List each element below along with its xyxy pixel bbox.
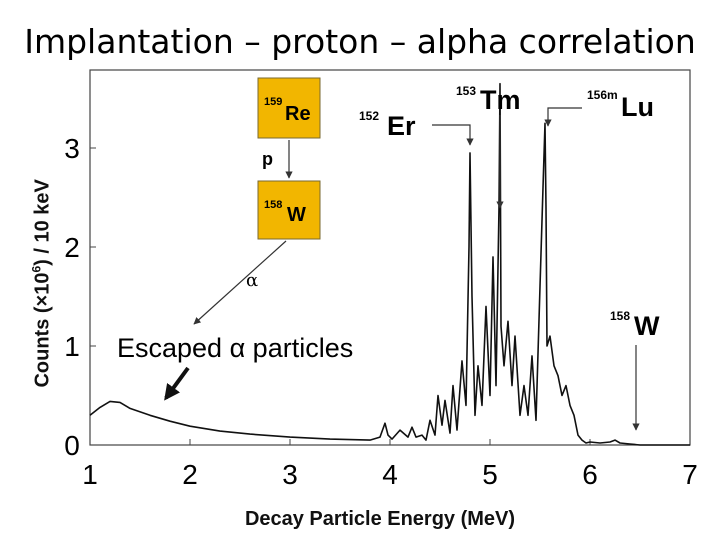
spectrum-line: [89, 82, 690, 446]
alpha-label: α: [246, 270, 258, 291]
w158-symbol: W: [287, 204, 306, 226]
y-tick-label: 2: [64, 232, 80, 263]
x-tick-label: 4: [382, 459, 398, 490]
tm153-symbol: Tm: [480, 85, 521, 115]
x-tick-label: 6: [582, 459, 598, 490]
lu156m-mass: 156m: [587, 88, 618, 102]
x-axis-label: Decay Particle Energy (MeV): [244, 508, 516, 530]
lu156m-arrow: [544, 107, 582, 127]
x-tick-label: 5: [482, 459, 498, 490]
er152-mass: 152: [359, 109, 379, 123]
escaped-alpha-arrow: [164, 366, 190, 401]
er152-symbol: Er: [387, 111, 416, 141]
x-tick-label: 2: [182, 459, 198, 490]
x-tick-label: 1: [82, 459, 98, 490]
escaped-alpha-label: Escaped α particles: [117, 333, 353, 363]
w158-box: [257, 180, 321, 240]
er152-arrow: [432, 124, 474, 146]
x-tick-label: 7: [682, 459, 698, 490]
y-tick-label: 3: [64, 133, 80, 164]
re159-symbol: Re: [285, 103, 311, 125]
proton-label: p: [262, 149, 273, 169]
w158-alpha-mass: 158: [610, 309, 630, 323]
lu156m-symbol: Lu: [621, 92, 654, 122]
slide-title: Implantation – proton – alpha correlatio…: [24, 22, 696, 61]
re159-box: [257, 77, 321, 139]
y-tick-label: 1: [64, 331, 80, 362]
x-tick-label: 3: [282, 459, 298, 490]
w158-alpha-symbol: W: [634, 311, 660, 341]
w158-mass: 158: [264, 199, 282, 211]
tm153-mass: 153: [456, 84, 476, 98]
decay-arrow-alpha: [193, 240, 287, 325]
re159-mass: 159: [264, 96, 282, 108]
y-tick-label: 0: [64, 430, 80, 461]
